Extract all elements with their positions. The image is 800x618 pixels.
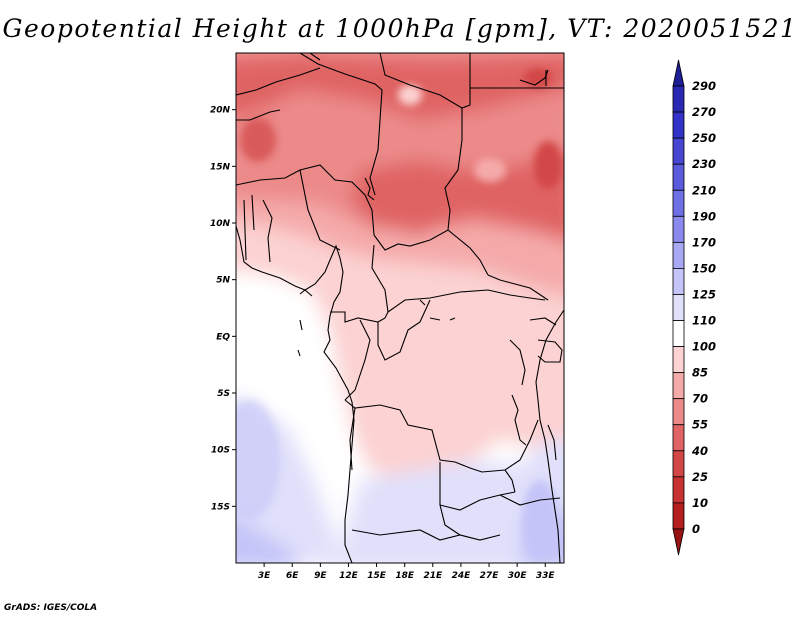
- y-axis: 20N 15N 10N 5N EQ 5S 10S 15S: [210, 106, 236, 512]
- colorbar-label: 250: [692, 131, 716, 145]
- colorbar-swatch: [672, 189, 685, 217]
- y-tick-label: 15S: [211, 502, 230, 512]
- colorbar-swatch: [672, 398, 685, 426]
- colorbar-label: 270: [692, 105, 716, 119]
- y-tick-label: 15N: [210, 162, 231, 172]
- colorbar-swatch: [672, 215, 685, 243]
- y-tick-label: 5N: [216, 276, 230, 286]
- y-tick-label: 10N: [210, 219, 231, 229]
- colorbar-label: 125: [692, 287, 716, 301]
- colorbar-label: 190: [692, 209, 716, 223]
- colorbar-swatch: [672, 241, 685, 269]
- x-tick-label: 18E: [395, 571, 415, 581]
- country-boundaries: [236, 53, 564, 563]
- colorbar-label: 230: [692, 157, 716, 171]
- x-tick-label: 30E: [508, 571, 528, 581]
- plot-frame: [235, 52, 565, 564]
- colorbar-swatch: [672, 450, 685, 478]
- colorbar-label: 55: [692, 418, 708, 432]
- y-tick-label: 10S: [211, 446, 230, 456]
- credit-text: GrADS: IGES/COLA: [4, 603, 98, 613]
- chart-title: Geopotential Height at 1000hPa [gpm], VT…: [2, 14, 798, 43]
- x-tick-label: 27E: [480, 571, 500, 581]
- colorbar-swatch: [672, 268, 685, 295]
- y-tick-label: 5S: [217, 389, 230, 399]
- colorbar-swatch: [672, 59, 685, 87]
- colorbar-label: 40: [691, 444, 708, 458]
- colorbar-label: 10: [692, 496, 708, 510]
- colorbar-swatch: [672, 476, 685, 504]
- x-tick-label: 9E: [314, 571, 327, 581]
- x-tick-label: 6E: [286, 571, 299, 581]
- colorbar-swatch: [672, 372, 685, 400]
- colorbar-swatch: [672, 137, 685, 165]
- y-tick-label: EQ: [216, 332, 230, 342]
- x-tick-label: 12E: [339, 571, 359, 581]
- colorbar-swatch: [672, 111, 685, 139]
- x-tick-label: 21E: [423, 571, 443, 581]
- colorbar-label: 70: [692, 392, 708, 406]
- colorbar-swatch: [672, 294, 685, 321]
- x-axis: 3E 6E 9E 12E 15E 18E 21E 24E 27E 30E 33E: [258, 563, 556, 581]
- x-tick-label: 3E: [258, 571, 271, 581]
- colorbar-label: 110: [692, 314, 716, 328]
- colorbar-swatch: [672, 85, 685, 113]
- colorbar-swatch: [672, 320, 685, 347]
- colorbar-swatch: [672, 424, 685, 452]
- x-tick-label: 33E: [536, 571, 556, 581]
- colorbar-label: 170: [692, 235, 716, 249]
- colorbar-label: 0: [692, 522, 700, 536]
- colorbar-label: 100: [692, 340, 716, 354]
- colorbar-swatch: [672, 346, 685, 374]
- colorbar-swatch: [672, 528, 685, 556]
- colorbar-label: 150: [692, 261, 716, 275]
- colorbar-swatch: [672, 163, 685, 191]
- x-tick-label: 15E: [367, 571, 387, 581]
- colorbar-label: 25: [692, 470, 708, 484]
- colorbar-label: 210: [692, 183, 716, 197]
- colorbar-label: 85: [692, 366, 708, 380]
- colorbar-swatch: [672, 502, 685, 530]
- y-tick-label: 20N: [210, 106, 231, 116]
- x-tick-label: 24E: [452, 571, 472, 581]
- field-shading: [236, 53, 564, 563]
- colorbar-label: 290: [692, 79, 716, 93]
- colorbar: 2902702502302101901701501251101008570554…: [672, 59, 716, 556]
